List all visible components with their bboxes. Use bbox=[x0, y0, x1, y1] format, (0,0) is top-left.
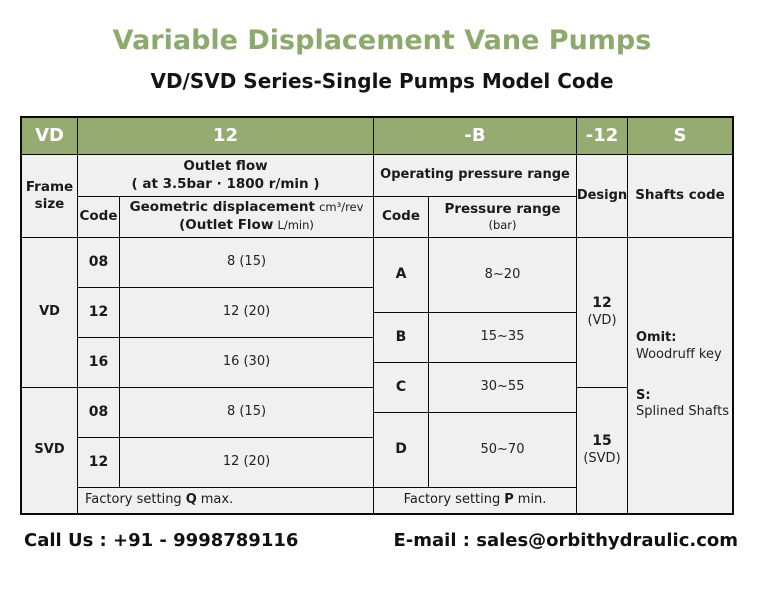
phone-contact: Call Us : +91 - 9998789116 bbox=[24, 530, 299, 551]
model-code-flow: 12 bbox=[78, 118, 374, 155]
pressure-row-code: C bbox=[374, 363, 429, 413]
page-title: Variable Displacement Vane Pumps bbox=[112, 25, 652, 56]
model-code-table: VD 12 -B -12 S Frame size Outlet flow ( … bbox=[20, 116, 734, 515]
design-option-svd: 15 (SVD) bbox=[577, 388, 628, 513]
frame-group-vd: VD bbox=[22, 238, 78, 388]
header-frame-size: Frame size bbox=[22, 155, 78, 238]
pressure-row-range: 50~70 bbox=[429, 413, 577, 488]
svd-row-displacement: 8 (15) bbox=[120, 388, 374, 438]
header-pressure-range: Pressure range (bar) bbox=[429, 197, 577, 238]
pressure-row-code: B bbox=[374, 313, 429, 363]
pressure-range-unit: (bar) bbox=[488, 218, 517, 233]
pressure-row-range: 30~55 bbox=[429, 363, 577, 413]
model-code-design: -12 bbox=[577, 118, 628, 155]
model-code-shafts: S bbox=[628, 118, 732, 155]
vd-row-code: 16 bbox=[78, 338, 120, 388]
pressure-range-label: Pressure range bbox=[444, 201, 561, 217]
vd-row-displacement: 16 (30) bbox=[120, 338, 374, 388]
pressure-row-code: A bbox=[374, 238, 429, 313]
svd-row-code: 08 bbox=[78, 388, 120, 438]
model-code-frame: VD bbox=[22, 118, 78, 155]
pressure-row-range: 15~35 bbox=[429, 313, 577, 363]
header-operating-pressure-range: Operating pressure range bbox=[374, 155, 577, 197]
outlet-flow-condition: ( at 3.5bar · 1800 r/min ) bbox=[131, 175, 320, 192]
vd-row-code: 12 bbox=[78, 288, 120, 338]
shaft-option-splined: S: Splined Shafts bbox=[636, 387, 730, 420]
header-design: Design bbox=[577, 155, 628, 238]
vd-row-displacement: 8 (15) bbox=[120, 238, 374, 288]
contact-footer: Call Us : +91 - 9998789116 E-mail : sale… bbox=[24, 530, 738, 551]
design-value: 12 bbox=[592, 295, 612, 312]
geometric-displacement-line1: Geometric displacement cm³/rev bbox=[129, 199, 364, 216]
shaft-options: Omit: Woodruff key S: Splined Shafts bbox=[628, 238, 732, 513]
header-geometric-displacement: Geometric displacement cm³/rev (Outlet F… bbox=[120, 197, 374, 238]
vd-row-code: 08 bbox=[78, 238, 120, 288]
design-value: 15 bbox=[592, 433, 612, 450]
header-displacement-code: Code bbox=[78, 197, 120, 238]
shaft-option-omit: Omit: Woodruff key bbox=[636, 330, 722, 362]
design-series: (SVD) bbox=[583, 451, 621, 467]
pressure-row-code: D bbox=[374, 413, 429, 488]
header-outlet-flow: Outlet flow ( at 3.5bar · 1800 r/min ) bbox=[78, 155, 374, 197]
email-contact: E-mail : sales@orbithydraulic.com bbox=[393, 530, 738, 551]
vd-row-displacement: 12 (20) bbox=[120, 288, 374, 338]
header-shafts-code: Shafts code bbox=[628, 155, 732, 238]
model-code-pressure: -B bbox=[374, 118, 577, 155]
outlet-flow-title: Outlet flow bbox=[183, 158, 268, 175]
pressure-row-range: 8~20 bbox=[429, 238, 577, 313]
page-subtitle: VD/SVD Series-Single Pumps Model Code bbox=[150, 69, 614, 93]
frame-group-svd: SVD bbox=[22, 388, 78, 513]
header-pressure-code: Code bbox=[374, 197, 429, 238]
svd-row-code: 12 bbox=[78, 438, 120, 488]
design-option-vd: 12 (VD) bbox=[577, 238, 628, 388]
svd-row-displacement: 12 (20) bbox=[120, 438, 374, 488]
design-series: (VD) bbox=[587, 313, 617, 329]
geometric-displacement-line2: (Outlet Flow L/min) bbox=[179, 217, 314, 233]
